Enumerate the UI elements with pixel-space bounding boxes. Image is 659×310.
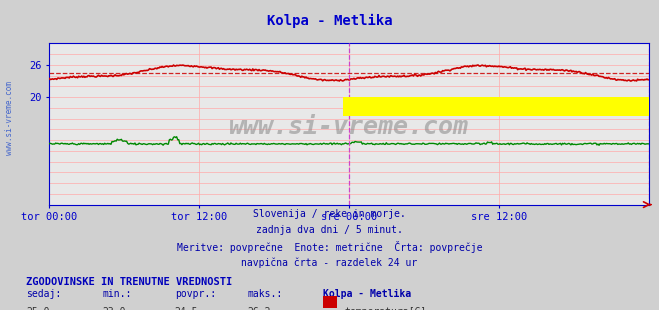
Bar: [343, 97, 659, 116]
Text: www.si-vreme.com: www.si-vreme.com: [229, 115, 469, 139]
Text: Kolpa - Metlika: Kolpa - Metlika: [323, 289, 411, 299]
Text: povpr.:: povpr.:: [175, 289, 215, 299]
Text: 24,5: 24,5: [175, 307, 198, 310]
Text: sedaj:: sedaj:: [26, 289, 61, 299]
Text: Slovenija / reke in morje.: Slovenija / reke in morje.: [253, 209, 406, 219]
Text: maks.:: maks.:: [247, 289, 282, 299]
Text: 23,0: 23,0: [102, 307, 126, 310]
Text: 26,2: 26,2: [247, 307, 271, 310]
Text: 25,0: 25,0: [26, 307, 50, 310]
Text: Kolpa - Metlika: Kolpa - Metlika: [267, 14, 392, 28]
Text: navpična črta - razdelek 24 ur: navpična črta - razdelek 24 ur: [241, 258, 418, 268]
Text: Meritve: povprečne  Enote: metrične  Črta: povprečje: Meritve: povprečne Enote: metrične Črta:…: [177, 241, 482, 254]
Text: zadnja dva dni / 5 minut.: zadnja dva dni / 5 minut.: [256, 225, 403, 235]
Text: min.:: min.:: [102, 289, 132, 299]
Text: temperatura[C]: temperatura[C]: [344, 307, 426, 310]
Text: www.si-vreme.com: www.si-vreme.com: [5, 81, 14, 155]
Text: ZGODOVINSKE IN TRENUTNE VREDNOSTI: ZGODOVINSKE IN TRENUTNE VREDNOSTI: [26, 277, 233, 287]
